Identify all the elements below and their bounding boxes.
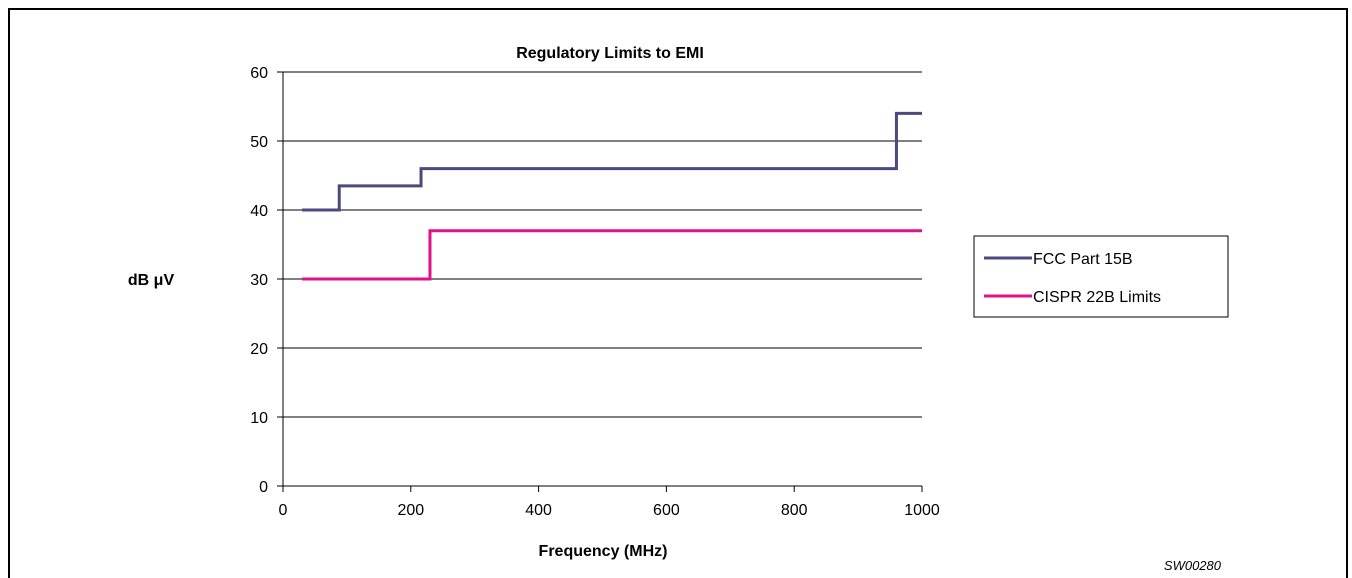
series-lines	[302, 111, 922, 281]
y-axis-ticks: 0 10 20 30 40 50 60	[250, 65, 283, 496]
x-tick-label-800: 800	[781, 502, 808, 519]
figure-code: SW00280	[1164, 558, 1222, 573]
x-tick-label-400: 400	[525, 502, 552, 519]
x-axis-label: Frequency (MHz)	[539, 543, 668, 560]
y-tick-label-30: 30	[250, 272, 268, 289]
x-tick-label-0: 0	[279, 502, 288, 519]
series-line-cispr	[302, 229, 922, 281]
y-tick-label-20: 20	[250, 341, 268, 358]
y-axis-label: dB μV	[128, 272, 175, 289]
x-tick-label-600: 600	[653, 502, 680, 519]
legend-label-fcc: FCC Part 15B	[1033, 251, 1133, 268]
legend-label-cispr: CISPR 22B Limits	[1033, 289, 1161, 306]
y-tick-label-60: 60	[250, 65, 268, 82]
legend: FCC Part 15B CISPR 22B Limits	[973, 235, 1229, 318]
y-tick-label-0: 0	[259, 479, 268, 496]
y-tick-label-50: 50	[250, 134, 268, 151]
x-tick-label-200: 200	[397, 502, 424, 519]
legend-box	[973, 235, 1229, 318]
gridlines	[283, 71, 922, 418]
x-axis-ticks: 0 200 400 600 800 1000	[279, 486, 940, 519]
x-tick-label-1000: 1000	[904, 502, 940, 519]
chart-title: Regulatory Limits to EMI	[516, 45, 704, 62]
y-axis-label-prefix: dB	[128, 272, 154, 289]
series-line-fcc	[302, 111, 922, 212]
y-tick-label-10: 10	[250, 410, 268, 427]
y-axis-label-unit: μV	[154, 272, 175, 289]
chart-frame	[8, 8, 1348, 578]
y-tick-label-40: 40	[250, 203, 268, 220]
